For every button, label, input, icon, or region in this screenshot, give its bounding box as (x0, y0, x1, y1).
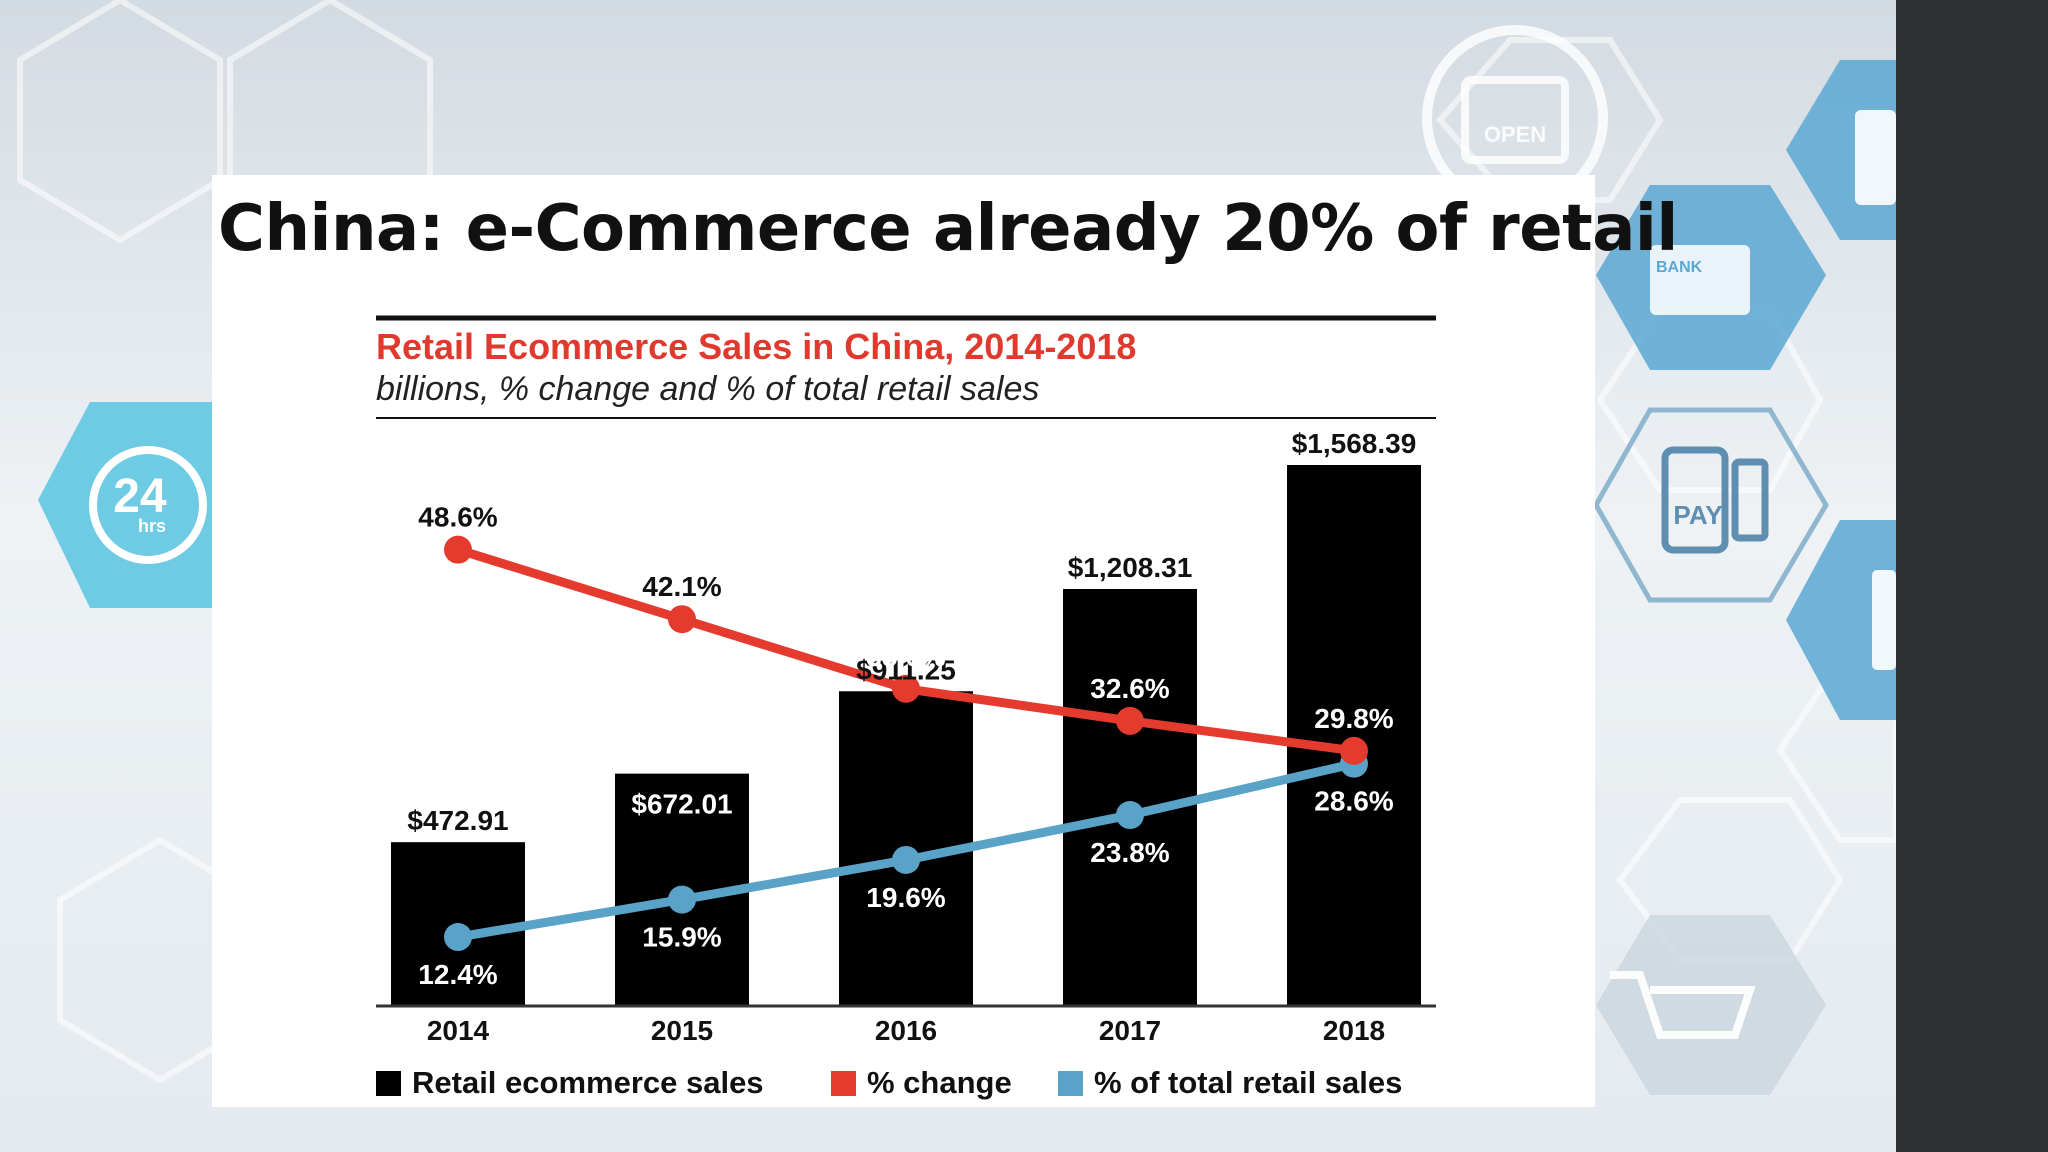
change-label-2014: 48.6% (418, 502, 497, 533)
chart-title: Retail Ecommerce Sales in China, 2014-20… (376, 326, 1137, 367)
legend-label-retail-sales: Retail ecommerce sales (412, 1065, 764, 1100)
legend-item-pct-total: % of total retail sales (1058, 1063, 1402, 1103)
bar-label-2016: $911.25 (856, 654, 956, 685)
change-point-2014 (444, 535, 472, 564)
change-point-2016 (892, 674, 920, 703)
hexagon-cart (1596, 915, 1826, 1095)
share-point-2017 (1116, 801, 1144, 830)
clock-24-icon (89, 446, 207, 564)
change-point-2015 (668, 605, 696, 634)
legend-swatch-pct-change (831, 1070, 856, 1096)
bar-label-2017: $1,208.31 (1068, 552, 1193, 583)
share-label-2016: 19.6% (866, 882, 945, 913)
bar-label-2015: $672.01 (631, 789, 732, 820)
cart-icon (1610, 971, 1756, 1039)
change-label-2017: 32.6% (1090, 673, 1169, 704)
legend-label-pct-change: % change (867, 1065, 1012, 1100)
share-label-2015: 15.9% (642, 922, 721, 953)
chart-subtitle: billions, % change and % of total retail… (376, 370, 1040, 408)
hexagon-pay (1593, 407, 1829, 603)
share-label-2017: 23.8% (1090, 837, 1169, 868)
legend-swatch-retail-sales (376, 1070, 401, 1096)
bar-2017 (1063, 588, 1197, 1005)
x-tick-2017: 2017 (1099, 1015, 1161, 1046)
x-tick-2016: 2016 (875, 1015, 937, 1046)
x-tick-2015: 2015 (651, 1015, 713, 1046)
share-label-2014: 12.4% (418, 959, 497, 990)
x-tick-2018: 2018 (1323, 1015, 1385, 1046)
legend-swatch-pct-total (1058, 1070, 1083, 1096)
change-label-2016: 35.6% (866, 641, 945, 672)
labels-layer: $472.91 2014 $672.01 2015 $911.25 2016 $1,208.… (407, 428, 1416, 1046)
bar-label-2014: $472.91 (407, 805, 508, 836)
tablet-icon (1872, 570, 1896, 670)
share-point-2015 (668, 885, 696, 914)
change-point-2017 (1116, 706, 1144, 735)
monitor-icon (1855, 110, 1896, 205)
bank-card-icon (1650, 245, 1750, 315)
share-label-2018: 28.6% (1314, 786, 1393, 817)
hexagon-tablet (1786, 520, 1896, 720)
pay-text: PAY (1673, 500, 1722, 530)
change-label-2015: 42.1% (642, 571, 721, 602)
24-hours-text: 24 (113, 470, 167, 523)
bar-2018 (1287, 465, 1421, 1006)
bank-card-text: BANK (1656, 259, 1703, 276)
open-sign-text: OPEN (1484, 122, 1546, 147)
bar-label-2018: $1,568.39 (1292, 428, 1417, 459)
lines-layer (444, 535, 1368, 952)
change-label-2018: 29.8% (1314, 703, 1393, 734)
pay-phone-icon (1661, 446, 1729, 554)
legend-item-pct-change: % change (831, 1063, 1012, 1103)
legend-item-retail-sales: Retail ecommerce sales (376, 1063, 764, 1103)
share-point-2016 (892, 845, 920, 874)
slide-title: China: e-Commerce already 20% of retail (218, 192, 1678, 266)
x-tick-2014: 2014 (427, 1015, 490, 1046)
share-point-2014 (444, 923, 472, 952)
hrs-text: hrs (138, 516, 166, 536)
change-point-2018 (1340, 736, 1368, 765)
legend-label-pct-total: % of total retail sales (1094, 1065, 1403, 1100)
right-dark-strip (1896, 0, 2048, 1152)
